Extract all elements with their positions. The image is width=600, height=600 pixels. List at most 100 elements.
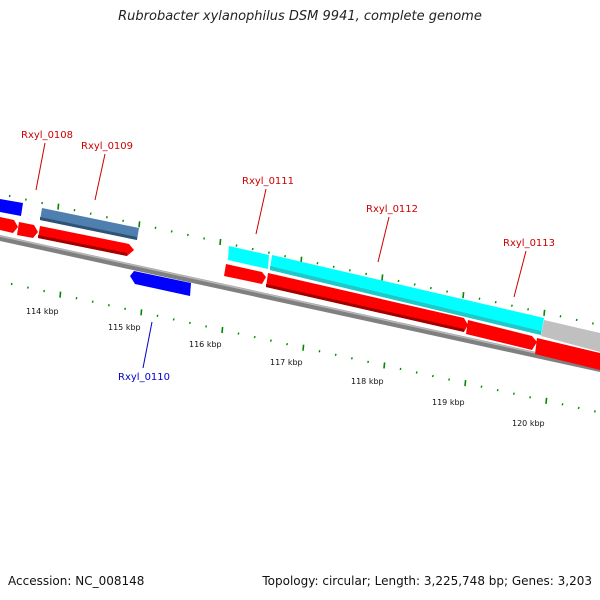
ruler-label: 116 kbp (189, 340, 222, 349)
major-tick (219, 238, 222, 246)
gene-arrow-shade (38, 235, 127, 256)
label-leader (35, 142, 46, 191)
ruler-label: 117 kbp (270, 358, 303, 367)
minor-tick (591, 322, 594, 325)
minor-tick (527, 308, 530, 311)
minor-tick (156, 314, 159, 318)
gene-label[interactable]: Rxyl_0109 (81, 141, 133, 152)
minor-tick (334, 353, 337, 356)
major-tick (140, 309, 143, 316)
ruler-label: 118 kbp (351, 377, 384, 386)
genome-backbone-highlight (0, 235, 600, 368)
minor-tick (122, 219, 125, 222)
minor-tick (267, 251, 270, 254)
minor-tick (332, 265, 335, 268)
minor-tick (510, 304, 513, 307)
minor-tick (494, 300, 497, 304)
minor-tick (559, 315, 562, 318)
minor-tick (561, 403, 564, 406)
major-tick (543, 309, 546, 316)
major-tick (381, 274, 384, 281)
ruler-label: 115 kbp (108, 323, 141, 332)
label-leader (94, 153, 106, 201)
minor-tick (577, 406, 580, 410)
gene-arrow[interactable] (17, 222, 38, 238)
minor-tick (24, 198, 27, 201)
gene-arrow[interactable] (535, 338, 600, 370)
minor-tick (107, 304, 110, 307)
minor-tick (73, 208, 76, 212)
minor-tick (284, 254, 287, 258)
minor-tick (251, 247, 254, 251)
minor-tick (448, 378, 451, 381)
gene-bar[interactable] (228, 246, 269, 269)
minor-tick (253, 335, 256, 339)
ruler-label: 120 kbp (512, 419, 545, 428)
minor-tick (91, 300, 94, 303)
minor-tick (480, 385, 483, 388)
major-tick (464, 380, 467, 387)
minor-tick (154, 226, 157, 230)
major-tick (221, 326, 224, 334)
gene-label[interactable]: Rxyl_0108 (21, 130, 73, 141)
minor-tick (478, 297, 481, 300)
major-tick (59, 291, 62, 298)
accession-text: Accession: NC_008148 (8, 574, 145, 588)
minor-tick (512, 392, 515, 395)
label-leader (513, 250, 527, 298)
gene-bar[interactable] (0, 199, 23, 216)
major-tick (138, 221, 141, 228)
minor-tick (413, 283, 416, 286)
minor-tick (26, 286, 29, 289)
gene-arrow[interactable] (38, 226, 134, 256)
minor-tick (235, 244, 238, 247)
minor-tick (237, 332, 240, 335)
minor-tick (399, 367, 402, 371)
minor-tick (186, 233, 189, 237)
gene-arrow[interactable] (224, 264, 266, 284)
minor-tick (75, 296, 78, 300)
minor-tick (429, 286, 432, 290)
gene-label[interactable]: Rxyl_0110 (118, 372, 170, 383)
gene-bar[interactable] (270, 255, 544, 335)
gene-bar[interactable] (541, 320, 600, 352)
minor-tick (170, 230, 173, 233)
gene-arrow-shade (266, 284, 464, 332)
ruler-label: 114 kbp (26, 307, 59, 316)
minor-tick (286, 342, 289, 346)
ruler-label: 119 kbp (432, 398, 465, 407)
gene-label[interactable]: Rxyl_0112 (366, 204, 418, 215)
minor-tick (367, 360, 370, 364)
minor-tick (41, 201, 44, 205)
gene-label[interactable]: Rxyl_0113 (503, 238, 555, 249)
genome-title: Rubrobacter xylanophilus DSM 9941, compl… (118, 9, 482, 24)
lower-tick-track (10, 282, 596, 413)
minor-tick (8, 194, 11, 198)
minor-tick (415, 371, 418, 374)
gene-label[interactable]: Rxyl_0111 (242, 176, 294, 187)
gene-arrow[interactable] (466, 320, 537, 350)
minor-tick (316, 262, 319, 265)
minor-tick (575, 318, 578, 322)
minor-tick (205, 325, 208, 328)
major-tick (462, 292, 465, 299)
minor-tick (529, 396, 532, 399)
gene-arrow-reverse[interactable] (130, 271, 191, 296)
label-leader (377, 216, 390, 263)
minor-tick (203, 237, 206, 240)
major-tick (383, 362, 386, 369)
minor-tick (446, 290, 449, 293)
minor-tick (105, 216, 108, 219)
minor-tick (350, 357, 353, 360)
gene-arrow[interactable] (0, 217, 18, 233)
gene-bar-shade (270, 266, 541, 335)
minor-tick (431, 374, 434, 378)
major-tick (57, 203, 60, 210)
gene-arrow[interactable] (266, 273, 468, 332)
minor-tick (269, 339, 272, 342)
minor-tick (397, 279, 400, 283)
minor-tick (365, 272, 368, 276)
minor-tick (172, 318, 175, 321)
gene-bar[interactable] (40, 208, 139, 240)
